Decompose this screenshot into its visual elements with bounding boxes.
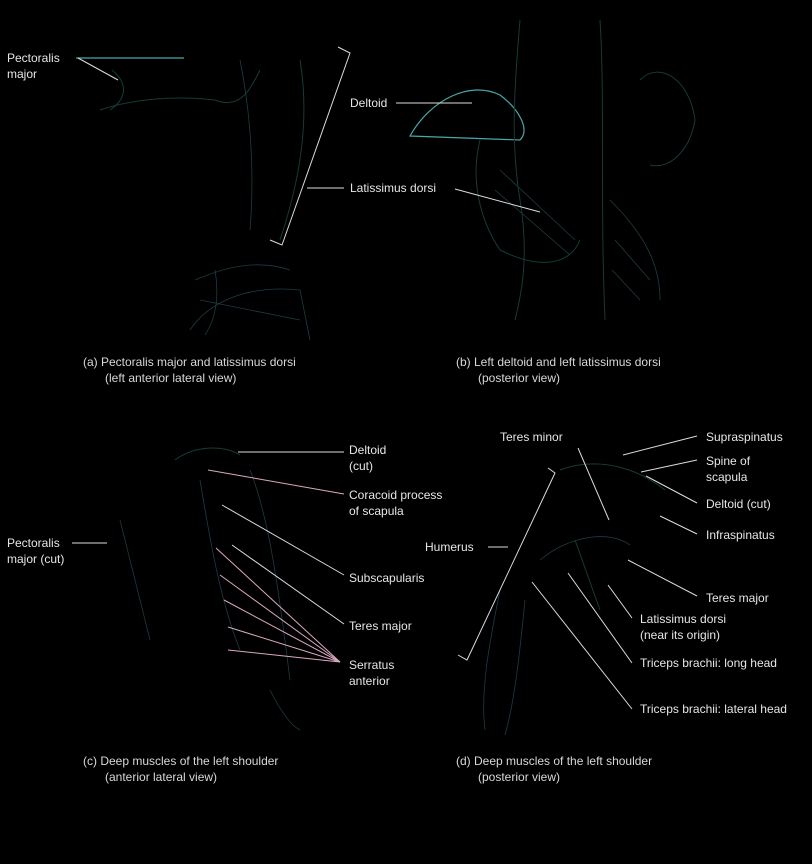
- label-line: anterior: [349, 674, 390, 688]
- label-line: major: [7, 67, 38, 81]
- caption-panel-a: (a) Pectoralis major and latissimus dors…: [83, 354, 296, 386]
- label-line: scapula: [706, 470, 748, 484]
- panel-a-sketch: [99, 59, 311, 341]
- label-latissimus-dorsi: Latissimus dorsi: [350, 181, 437, 195]
- label-humerus: Humerus: [425, 540, 474, 554]
- caption-panel-d: (d) Deep muscles of the left shoulder (p…: [456, 753, 652, 785]
- label-pectoralis-major: Pectoralis major: [7, 50, 60, 82]
- label-coracoid-process: Coracoid process of scapula: [349, 487, 442, 519]
- label-line: Latissimus dorsi: [640, 612, 727, 626]
- caption-panel-b: (b) Left deltoid and left latissimus dor…: [456, 354, 661, 386]
- panel-b-leaders: [396, 102, 541, 213]
- label-teres-major-posterior: Teres major: [706, 591, 769, 605]
- label-serratus-anterior: Serratus anterior: [349, 657, 394, 689]
- label-deltoid-cut-posterior: Deltoid (cut): [706, 497, 771, 511]
- panel-c-leaders: [72, 451, 345, 663]
- caption-line: (anterior lateral view): [105, 770, 218, 784]
- panel-b-sketch: [408, 19, 696, 321]
- label-line: (cut): [349, 459, 373, 473]
- caption-line: (left anterior lateral view): [105, 371, 237, 385]
- label-line: Coracoid process: [349, 488, 443, 502]
- label-subscapularis: Subscapularis: [349, 571, 425, 585]
- label-deltoid-cut: Deltoid (cut): [349, 442, 386, 474]
- label-pectoralis-major-cut: Pectoralis major (cut): [7, 535, 64, 567]
- caption-line: (c) Deep muscles of the left shoulder: [83, 754, 279, 768]
- label-teres-major: Teres major: [349, 619, 412, 633]
- label-line: Pectoralis: [7, 51, 60, 65]
- label-spine-of-scapula: Spine of scapula: [706, 453, 750, 485]
- caption-panel-c: (c) Deep muscles of the left shoulder (a…: [83, 753, 278, 785]
- label-line: major (cut): [7, 552, 65, 566]
- panel-c-sketch: [119, 447, 301, 731]
- label-line: Pectoralis: [7, 536, 60, 550]
- label-triceps-long-head: Triceps brachii: long head: [640, 656, 777, 670]
- label-line: Deltoid: [349, 443, 387, 457]
- panel-d-sketch: [483, 463, 666, 736]
- label-latissimus-dorsi-origin: Latissimus dorsi (near its origin): [640, 611, 726, 643]
- caption-line: (a) Pectoralis major and latissimus dors…: [83, 355, 296, 369]
- label-line: Spine of: [706, 454, 751, 468]
- label-deltoid: Deltoid: [350, 96, 388, 110]
- label-line: of scapula: [349, 504, 404, 518]
- label-supraspinatus: Supraspinatus: [706, 430, 783, 444]
- panel-a-leaders: [76, 46, 351, 246]
- caption-line: (d) Deep muscles of the left shoulder: [456, 754, 653, 768]
- label-line: Serratus: [349, 658, 395, 672]
- caption-line: (b) Left deltoid and left latissimus dor…: [456, 355, 661, 369]
- caption-line: (posterior view): [478, 770, 561, 784]
- caption-line: (posterior view): [478, 371, 561, 385]
- label-teres-minor: Teres minor: [500, 430, 563, 444]
- label-triceps-lateral-head: Triceps brachii: lateral head: [640, 702, 787, 716]
- label-infraspinatus: Infraspinatus: [706, 528, 775, 542]
- panel-d-leaders: [457, 435, 698, 710]
- label-line: (near its origin): [640, 628, 721, 642]
